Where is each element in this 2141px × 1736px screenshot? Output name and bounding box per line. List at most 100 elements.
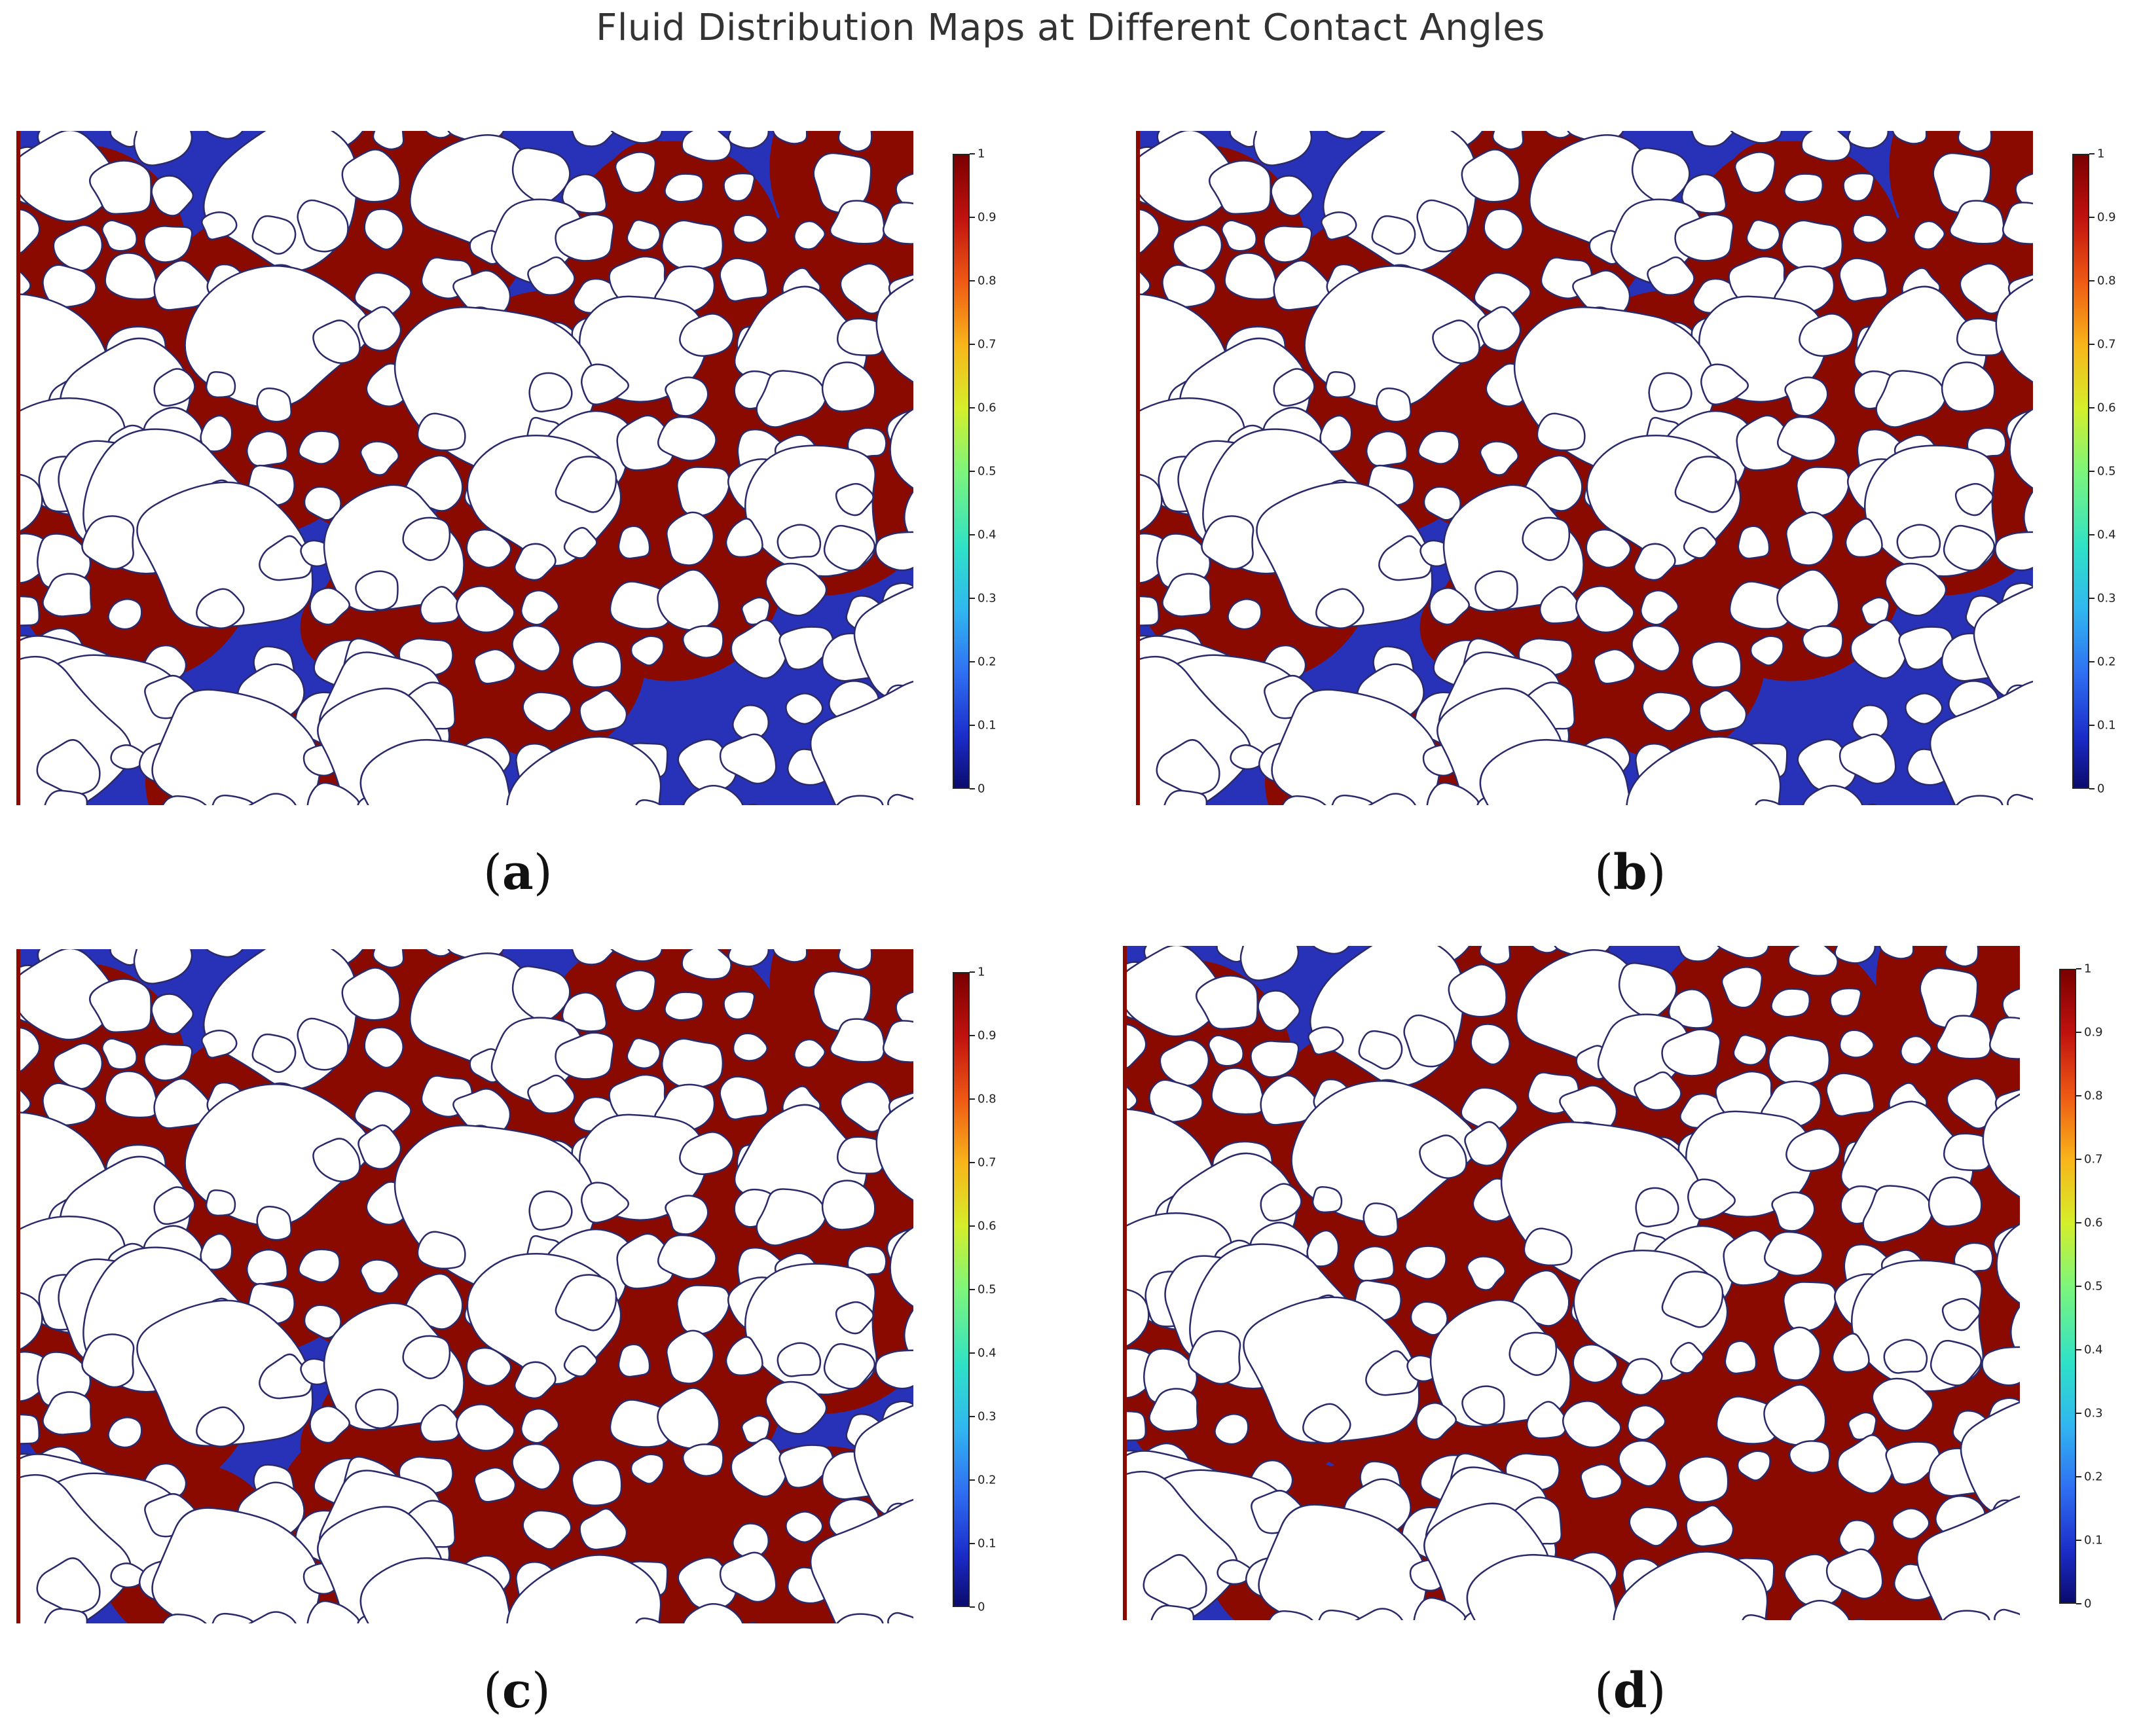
solid-grain — [1491, 131, 1524, 151]
solid-grain — [1839, 733, 1897, 785]
solid-grain — [416, 1231, 466, 1270]
solid-grain — [1224, 252, 1278, 300]
solid-grain — [312, 319, 361, 364]
colorbar-tick-mark — [2076, 1413, 2081, 1414]
solid-grain — [756, 1188, 827, 1246]
solid-grain — [357, 306, 402, 352]
colorbar-tick-mark — [970, 1098, 975, 1100]
solid-grain — [1302, 1403, 1351, 1445]
colorbar-tick-label: 0.8 — [978, 274, 997, 288]
solid-grain — [1724, 1340, 1757, 1375]
solid-grain — [1685, 1504, 1734, 1547]
solid-grain — [1634, 1071, 1682, 1111]
solid-grain — [1647, 256, 1695, 296]
solid-grain — [794, 220, 826, 250]
solid-grain — [614, 151, 657, 194]
solid-grain — [1885, 1441, 1941, 1485]
solid-grain — [1892, 1508, 1930, 1540]
solid-grain — [681, 131, 732, 162]
solid-grain — [42, 264, 97, 308]
solid-grain — [661, 1038, 724, 1089]
solid-grain — [151, 993, 194, 1035]
solid-grain — [455, 585, 515, 634]
colorbar-tick-label: 0.3 — [2097, 591, 2116, 606]
solid-grain — [777, 524, 822, 559]
solid-grain — [1959, 262, 2011, 315]
solid-grain — [777, 1342, 822, 1377]
solid-grain — [1844, 518, 1883, 558]
colorbar-tick-mark — [2076, 1286, 2081, 1287]
solid-grain — [1982, 1093, 2020, 1199]
caption-d: (d) — [1594, 1663, 1666, 1719]
solid-grain — [882, 202, 913, 245]
solid-grain — [1448, 964, 1507, 1018]
solid-grain — [1258, 1504, 1428, 1620]
solid-grain — [635, 799, 663, 805]
solid-grain — [794, 1038, 826, 1068]
colorbar-tick-mark — [2076, 1540, 2081, 1541]
colorbar-tick-mark — [2089, 280, 2095, 281]
solid-grain — [1957, 131, 1992, 153]
solid-grain — [730, 1438, 788, 1498]
solid-grain — [1217, 1559, 1253, 1585]
solid-grain — [1263, 225, 1313, 263]
solid-grain — [1479, 739, 1632, 805]
solid-grain — [626, 1037, 661, 1070]
solid-grain — [312, 1138, 361, 1182]
solid-grain — [153, 1077, 211, 1129]
solid-grain — [1474, 570, 1518, 611]
colorbar-tick-label: 0.8 — [2084, 1089, 2103, 1103]
colorbar-tick-label: 0.3 — [2084, 1406, 2103, 1420]
solid-grain — [1847, 131, 1890, 149]
solid-grain — [1746, 219, 1781, 251]
solid-grain — [1201, 515, 1254, 570]
solid-grain — [1470, 1023, 1510, 1066]
solid-grain — [617, 1343, 651, 1378]
solid-grain — [1884, 562, 1947, 617]
solid-grain — [1941, 1297, 1981, 1331]
solid-grain — [2007, 793, 2033, 805]
solid-grain — [528, 372, 573, 413]
solid-grain — [1358, 1030, 1403, 1070]
solid-grain — [1365, 430, 1408, 467]
solid-grain — [1960, 1401, 2020, 1517]
fluid-map-a — [16, 131, 913, 805]
solid-grain — [778, 1444, 834, 1489]
colorbar-tick-mark — [2076, 1349, 2081, 1350]
solid-grain — [1150, 1604, 1195, 1620]
solid-grain — [297, 199, 349, 253]
solid-grain — [657, 1234, 717, 1280]
solid-grain — [626, 219, 661, 251]
colorbar-tick-label: 0.6 — [978, 401, 997, 415]
colorbar-tick-label: 0.6 — [978, 1219, 997, 1233]
colorbar-tick-mark — [2076, 968, 2081, 969]
solid-grain — [1898, 626, 1954, 670]
colorbar-tick-mark — [970, 971, 975, 973]
solid-grain — [363, 208, 404, 251]
solid-grain — [1426, 782, 1480, 805]
solid-grain — [887, 1612, 913, 1623]
solid-grain — [1734, 151, 1776, 194]
solid-grain — [1522, 516, 1571, 561]
solid-grain — [1211, 1067, 1265, 1115]
solid-grain — [1633, 543, 1676, 581]
solid-grain — [506, 1554, 662, 1623]
colorbar-b — [2072, 154, 2089, 789]
solid-grain — [1635, 1187, 1679, 1228]
colorbar-tick-mark — [2076, 1476, 2081, 1477]
solid-grain — [1593, 648, 1636, 685]
colorbar-tick-mark — [970, 1543, 975, 1544]
colorbar-tick-mark — [970, 407, 975, 408]
solid-grain — [1376, 387, 1412, 423]
inlet-wall — [16, 131, 20, 805]
solid-grain — [1737, 525, 1770, 560]
solid-grain — [1770, 988, 1811, 1018]
solid-grain — [1575, 585, 1635, 634]
solid-grain — [682, 1443, 724, 1477]
inlet-wall — [1136, 131, 1140, 805]
solid-grain — [1639, 589, 1679, 626]
solid-grain — [682, 784, 744, 805]
colorbar-tick-mark — [970, 1416, 975, 1417]
solid-grain — [246, 430, 289, 467]
solid-grain — [725, 518, 763, 558]
